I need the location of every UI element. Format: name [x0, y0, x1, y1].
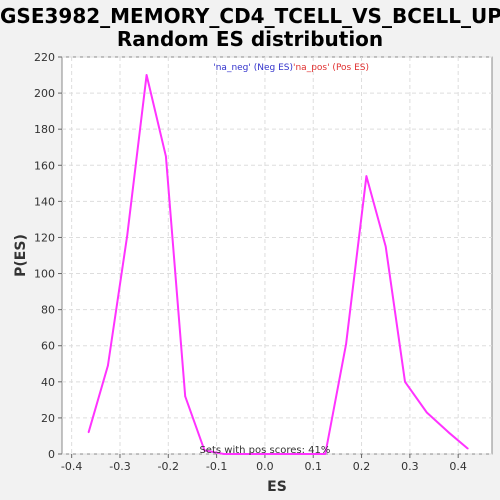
y-tick-label: 140: [34, 195, 55, 208]
data-point: [184, 395, 187, 398]
data-point: [365, 175, 368, 177]
data-point: [404, 381, 406, 383]
data-point: [384, 245, 387, 248]
data-point: [425, 411, 428, 414]
chart-title-line-2: Random ES distribution: [116, 27, 384, 51]
data-point: [223, 453, 225, 455]
x-tick-label: 0.4: [449, 460, 467, 473]
y-tick-label: 160: [34, 159, 55, 172]
x-tick-label: -0.2: [158, 460, 179, 473]
x-tick-label: -0.4: [61, 460, 82, 473]
data-point: [87, 431, 90, 434]
x-tick-label: 0.2: [353, 460, 371, 473]
data-point: [324, 453, 327, 455]
chart-title-line-1: GSE3982_MEMORY_CD4_TCELL_VS_BCELL_UP:: [0, 4, 500, 28]
y-tick-label: 0: [48, 448, 55, 461]
data-point: [165, 155, 167, 158]
y-tick-label: 120: [34, 231, 55, 244]
data-point: [203, 449, 206, 452]
y-tick-label: 80: [41, 304, 55, 317]
y-tick-label: 60: [41, 340, 55, 353]
y-axis-label: P(ES): [13, 234, 29, 277]
series-layer: [87, 74, 469, 455]
data-point: [145, 74, 148, 76]
data-point: [242, 453, 244, 455]
data-point: [126, 234, 129, 237]
pos-scores-annotation: Sets with pos scores: 41%: [199, 445, 330, 456]
x-tick-label: 0.1: [304, 460, 322, 473]
x-tick-label: -0.3: [109, 460, 130, 473]
data-point: [261, 453, 264, 455]
x-tick-label: 0.0: [256, 460, 274, 473]
y-tick-label: 220: [34, 51, 55, 64]
axes: -0.4 -0.3 -0.2 -0.1 0.0 0.1 0.2 0.3 0.4 0 20 40 60 80…: [34, 51, 467, 473]
x-tick-label: -0.1: [206, 460, 227, 473]
y-tick-label: 20: [41, 412, 55, 425]
y-tick-label: 200: [34, 87, 55, 100]
data-point: [107, 364, 109, 367]
x-tick-label: 0.3: [401, 460, 419, 473]
x-axis-label: ES: [267, 479, 287, 495]
y-tick-label: 100: [34, 268, 55, 281]
y-tick-label: 40: [41, 376, 55, 389]
series-line: [87, 74, 469, 455]
data-point: [300, 453, 302, 455]
legend-entry-pos: 'na_pos' (Pos ES): [293, 63, 369, 73]
data-point: [281, 453, 283, 455]
data-point: [447, 431, 450, 434]
legend-entry-neg: 'na_neg' (Neg ES): [213, 63, 293, 73]
data-point: [467, 447, 469, 450]
y-tick-label: 180: [34, 123, 55, 136]
plot-area: [61, 56, 493, 455]
data-point: [345, 343, 347, 345]
